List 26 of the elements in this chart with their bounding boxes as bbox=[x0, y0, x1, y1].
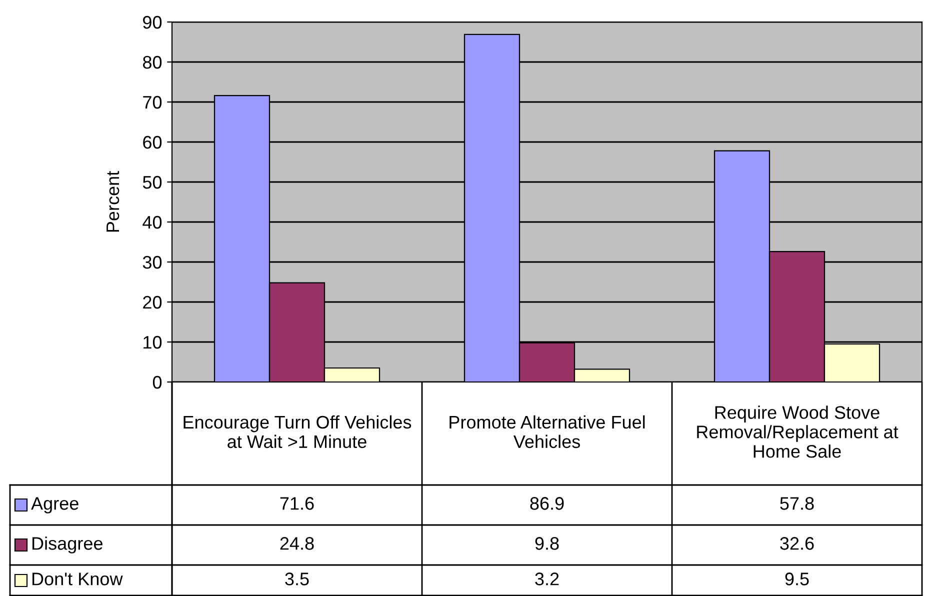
data-label: 86.9 bbox=[530, 497, 564, 510]
data-label: 32.6 bbox=[780, 537, 814, 550]
y-tick-label: 20 bbox=[143, 296, 162, 309]
data-label: 3.2 bbox=[535, 572, 559, 586]
data-label: 24.8 bbox=[280, 537, 314, 550]
y-tick-label: 30 bbox=[142, 256, 162, 269]
y-tick-label: 90 bbox=[143, 16, 162, 29]
data-label: 9.8 bbox=[535, 537, 559, 550]
data-label: 3.5 bbox=[285, 572, 309, 586]
y-tick-label: 50 bbox=[142, 176, 162, 189]
x-tick-label: Encourage Turn Off Vehicles at Wait >1 Minute bbox=[184, 415, 412, 448]
y-tick-label: 10 bbox=[144, 336, 162, 349]
y-tick-label: 60 bbox=[143, 136, 162, 149]
legend-label: Agree bbox=[31, 497, 78, 514]
y-tick-label: 70 bbox=[143, 96, 162, 109]
data-label: 71.6 bbox=[280, 497, 314, 510]
y-tick-label: 40 bbox=[142, 216, 162, 229]
data-label: 9.5 bbox=[785, 572, 809, 586]
data-label: 57.8 bbox=[780, 497, 814, 510]
y-tick-label: 80 bbox=[142, 56, 162, 69]
y-axis-title: Percent bbox=[106, 171, 120, 232]
x-tick-label: Require Wood Stove Removal/Replacement at Home Sale bbox=[697, 406, 898, 458]
legend-label: Disagree bbox=[32, 536, 102, 554]
y-tick-label: 0 bbox=[152, 376, 162, 389]
legend-label: Don't Know bbox=[32, 572, 123, 586]
x-tick-label: Promote Alternative Fuel Vehicles bbox=[450, 415, 645, 448]
